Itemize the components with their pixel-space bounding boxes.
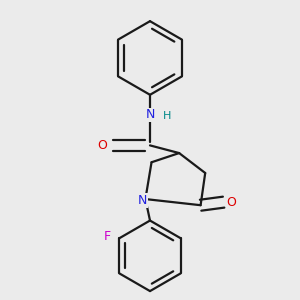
Text: O: O <box>226 196 236 208</box>
Text: N: N <box>145 108 155 121</box>
Text: H: H <box>163 111 171 121</box>
Text: O: O <box>98 139 107 152</box>
Text: N: N <box>138 194 147 207</box>
Text: F: F <box>103 230 111 243</box>
